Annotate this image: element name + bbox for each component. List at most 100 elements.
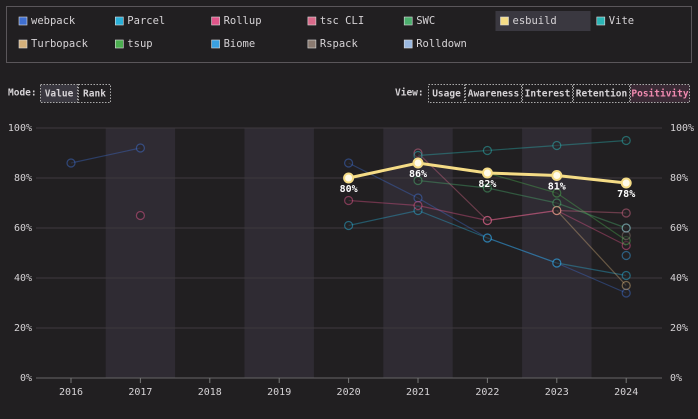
y-tick-label: 0% <box>20 373 32 384</box>
view-button-label[interactable]: Usage <box>432 89 461 100</box>
data-point[interactable] <box>344 220 354 231</box>
data-point[interactable] <box>621 280 631 291</box>
mode-label: Mode: <box>8 88 37 99</box>
view-button[interactable] <box>522 84 573 103</box>
legend-swatch[interactable] <box>307 39 317 49</box>
column-band <box>383 128 453 378</box>
legend-label[interactable]: Vite <box>609 15 634 27</box>
legend-box <box>6 6 692 63</box>
legend-label[interactable]: SWC <box>416 15 435 27</box>
data-point[interactable] <box>412 157 424 169</box>
data-point[interactable] <box>482 183 492 193</box>
data-point[interactable] <box>620 177 632 189</box>
data-point[interactable] <box>344 158 354 168</box>
data-point[interactable] <box>621 230 631 241</box>
y2-tick-label: 40% <box>670 273 688 284</box>
data-point[interactable] <box>621 270 631 281</box>
data-point[interactable] <box>621 208 631 218</box>
column-band <box>105 128 176 378</box>
legend-swatch[interactable] <box>115 39 124 49</box>
legend-swatch[interactable] <box>18 39 28 49</box>
x-tick-label: 2022 <box>475 387 499 398</box>
view-button[interactable] <box>573 84 630 103</box>
legend-swatch[interactable] <box>403 39 413 49</box>
data-point[interactable] <box>66 158 76 168</box>
view-button-label[interactable]: Positivity <box>631 89 688 100</box>
y-tick-label: 40% <box>14 273 32 284</box>
data-point[interactable] <box>552 140 562 151</box>
legend-swatch[interactable] <box>18 16 28 26</box>
data-label: 86% <box>409 169 427 180</box>
data-point[interactable] <box>621 250 631 261</box>
legend-swatch[interactable] <box>115 16 124 26</box>
legend-label[interactable]: tsc CLI <box>320 15 364 27</box>
series-line <box>417 152 627 222</box>
view-button[interactable] <box>428 84 465 103</box>
mode-button[interactable] <box>78 84 111 103</box>
column-band <box>244 128 314 378</box>
legend-label[interactable]: Rspack <box>320 38 359 50</box>
x-tick-label: 2020 <box>337 387 361 398</box>
legend-swatch[interactable] <box>596 16 606 26</box>
data-point[interactable] <box>621 135 631 146</box>
legend-label[interactable]: tsup <box>127 38 152 50</box>
x-tick-label: 2019 <box>267 387 291 398</box>
legend-label[interactable]: esbuild <box>513 15 557 27</box>
data-point[interactable] <box>481 167 493 179</box>
data-point[interactable] <box>135 210 145 221</box>
data-point[interactable] <box>413 200 423 211</box>
data-point[interactable] <box>413 175 423 186</box>
x-tick-label: 2023 <box>545 387 569 398</box>
data-point[interactable] <box>621 288 631 298</box>
data-point[interactable] <box>551 170 563 181</box>
view-button[interactable] <box>630 84 690 103</box>
legend-swatch[interactable] <box>307 16 317 26</box>
view-button[interactable] <box>465 84 522 103</box>
view-button-label[interactable]: Interest <box>525 89 571 100</box>
legend-label[interactable]: webpack <box>31 15 76 27</box>
legend-swatch[interactable] <box>211 16 220 26</box>
series-line <box>556 210 627 286</box>
y2-tick-label: 60% <box>670 223 688 234</box>
data-point[interactable] <box>343 172 355 184</box>
y2-tick-label: 80% <box>670 173 688 184</box>
legend-label[interactable]: Biome <box>224 38 256 50</box>
legend-label[interactable]: Rolldown <box>416 38 467 50</box>
legend-swatch[interactable] <box>211 39 220 49</box>
data-point[interactable] <box>621 223 631 233</box>
x-tick-label: 2018 <box>198 387 222 398</box>
view-label: View: <box>395 88 424 99</box>
legend-highlight <box>495 11 591 31</box>
y-tick-label: 80% <box>14 173 32 184</box>
x-tick-label: 2016 <box>59 387 83 398</box>
data-label: 78% <box>617 189 635 200</box>
legend-label[interactable]: Rollup <box>224 15 262 27</box>
mode-button[interactable] <box>40 84 78 103</box>
data-point[interactable] <box>482 215 492 226</box>
view-button-label[interactable]: Awareness <box>468 89 519 100</box>
legend-label[interactable]: Parcel <box>127 15 165 27</box>
data-point[interactable] <box>482 145 492 156</box>
legend-label[interactable]: Turbopack <box>31 38 89 50</box>
legend-swatch[interactable] <box>403 16 413 26</box>
data-point[interactable] <box>482 233 492 243</box>
mode-button-label[interactable]: Rank <box>83 89 106 100</box>
x-tick-label: 2024 <box>614 387 638 398</box>
y2-tick-label: 0% <box>670 373 682 384</box>
data-label: 80% <box>340 184 358 195</box>
view-button-label[interactable]: Retention <box>576 89 627 100</box>
data-point[interactable] <box>413 193 423 203</box>
mode-button-label[interactable]: Value <box>45 89 74 100</box>
y-tick-label: 100% <box>8 123 32 134</box>
data-label: 81% <box>548 182 566 193</box>
data-point[interactable] <box>552 188 562 198</box>
data-point[interactable] <box>344 195 354 206</box>
data-point[interactable] <box>135 143 145 153</box>
y-tick-label: 20% <box>14 323 32 334</box>
data-point[interactable] <box>552 198 562 208</box>
legend-swatch[interactable] <box>500 16 509 26</box>
data-point[interactable] <box>552 205 562 216</box>
data-point[interactable] <box>552 258 562 268</box>
